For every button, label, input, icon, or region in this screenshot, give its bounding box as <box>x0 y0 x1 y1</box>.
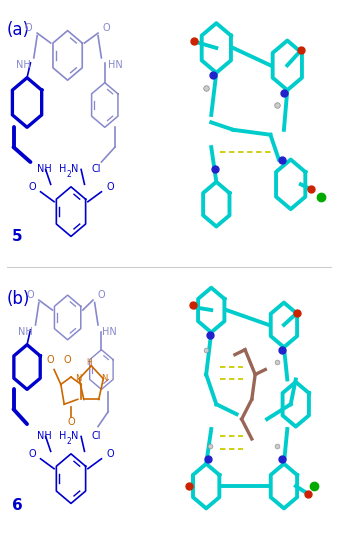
Text: 5: 5 <box>11 229 22 244</box>
Text: O: O <box>25 23 32 33</box>
Text: NH: NH <box>37 164 51 175</box>
Text: O: O <box>103 23 110 33</box>
Text: 6: 6 <box>11 499 22 514</box>
Text: 2: 2 <box>67 170 72 179</box>
Text: Cl: Cl <box>92 432 101 441</box>
Text: H: H <box>87 357 93 367</box>
Text: Cl: Cl <box>92 164 101 175</box>
Text: NH: NH <box>16 60 31 70</box>
Text: HN: HN <box>102 327 117 337</box>
Text: H: H <box>59 164 66 175</box>
Text: N: N <box>101 375 107 383</box>
Text: NH: NH <box>18 327 33 337</box>
Text: O: O <box>64 355 71 364</box>
Text: O: O <box>106 449 114 459</box>
Text: N: N <box>71 164 78 175</box>
Text: O: O <box>67 417 75 426</box>
Text: N: N <box>71 432 78 441</box>
Text: 2: 2 <box>67 437 72 446</box>
Text: O: O <box>28 182 36 192</box>
Text: O: O <box>47 355 54 364</box>
Text: O: O <box>28 449 36 459</box>
Text: (b): (b) <box>7 290 30 308</box>
Text: NH: NH <box>37 432 51 441</box>
Text: O: O <box>98 290 105 300</box>
Text: H: H <box>59 432 66 441</box>
Text: O: O <box>106 182 114 192</box>
Text: HN: HN <box>107 60 122 70</box>
Text: (a): (a) <box>7 20 30 39</box>
Text: N: N <box>75 375 82 383</box>
Text: O: O <box>27 290 34 300</box>
